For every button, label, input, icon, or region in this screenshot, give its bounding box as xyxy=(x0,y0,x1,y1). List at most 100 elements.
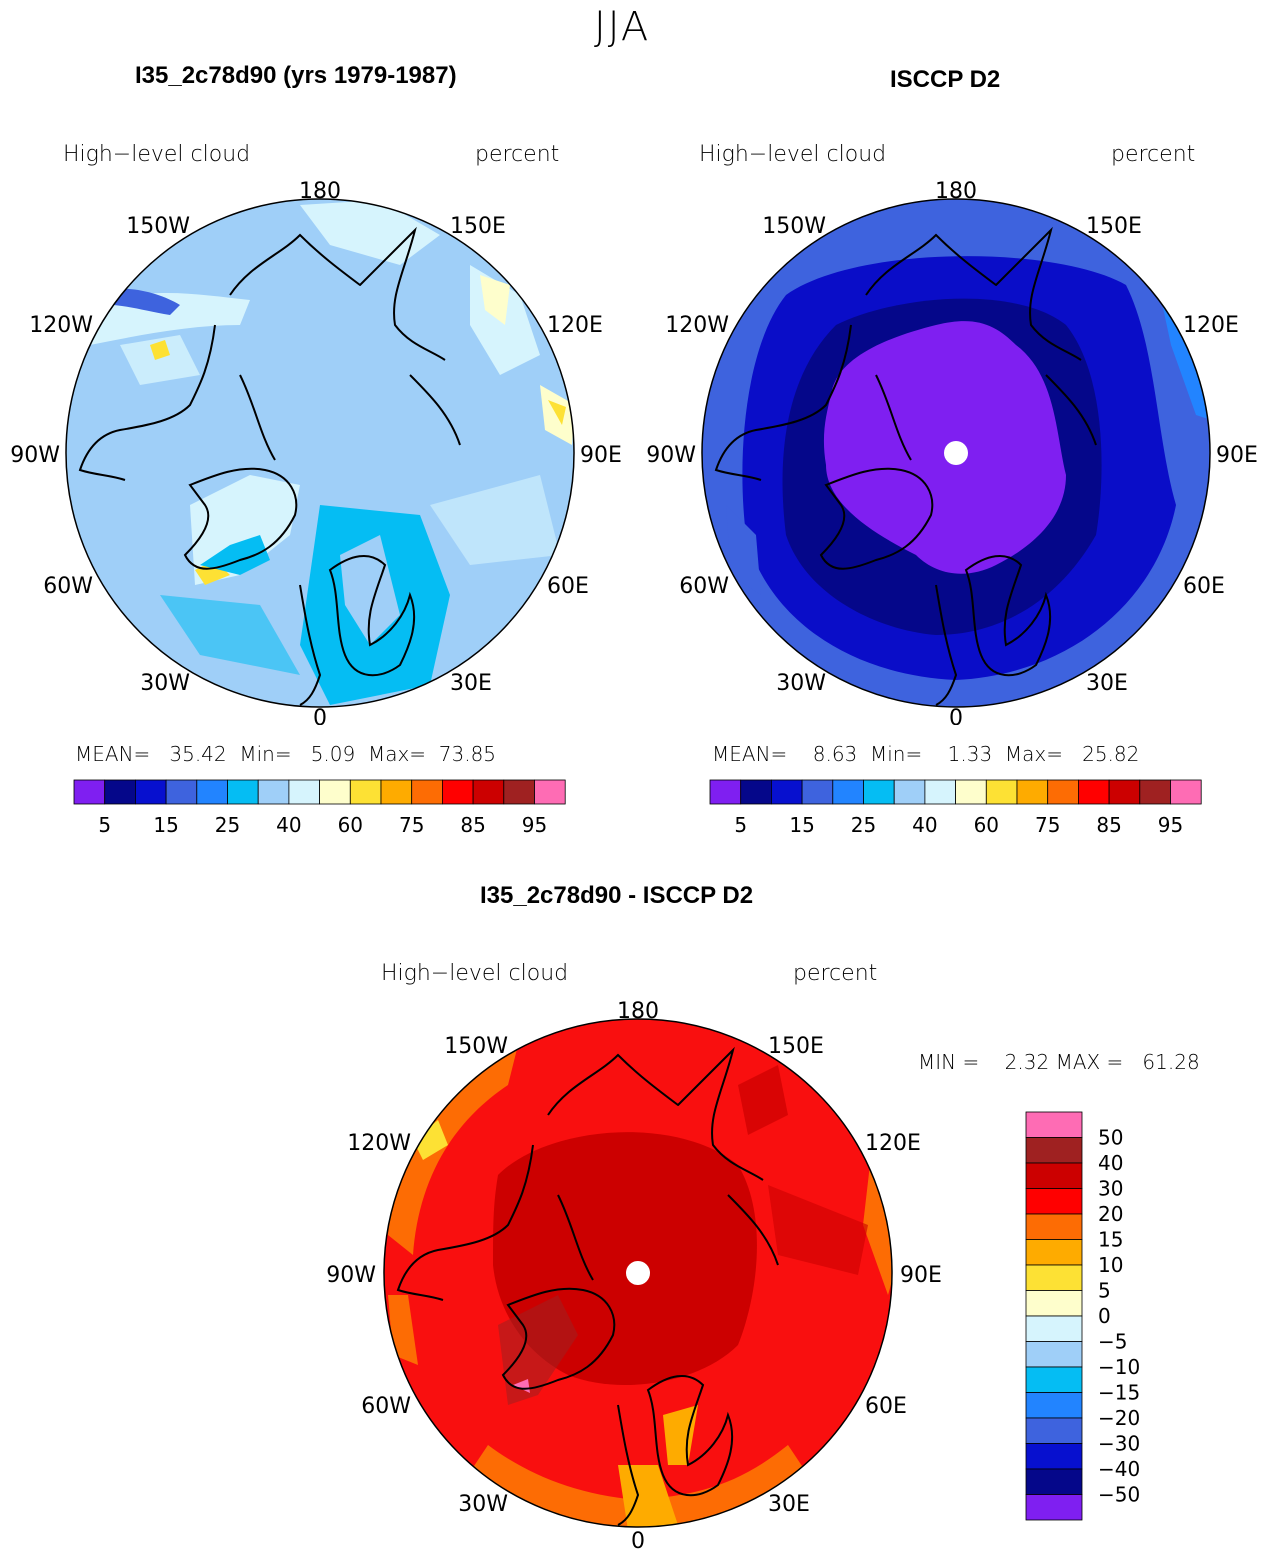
colorbar-swatch xyxy=(73,779,106,805)
colorbar-tick-label: −15 xyxy=(1098,1381,1140,1405)
mean-value: 8.63 xyxy=(812,742,858,766)
lon-label-30e: 30E xyxy=(1086,671,1128,696)
lon-label-120e: 120E xyxy=(547,313,603,338)
lon-label-90e: 90E xyxy=(580,443,622,468)
colorbar-swatch xyxy=(924,779,956,805)
colorbar-swatch xyxy=(1025,1111,1083,1138)
min-label: MIN = xyxy=(918,1050,980,1074)
stats-model: MEAN= 35.42 Min= 5.09 Max= 73.85 xyxy=(75,742,496,766)
lon-label-30e: 30E xyxy=(768,1492,810,1517)
colorbar-swatch xyxy=(1025,1315,1083,1342)
lon-label-150e: 150E xyxy=(1086,214,1142,239)
lon-label-60e: 60E xyxy=(547,574,589,599)
stats-difference: MIN = 2.32 MAX = 61.28 xyxy=(918,1050,1200,1074)
lon-label-60w: 60W xyxy=(361,1394,411,1419)
colorbar-swatch xyxy=(319,779,351,805)
colorbar-tick-label: 5 xyxy=(98,813,111,837)
colorbar-tick-label: 60 xyxy=(974,813,999,837)
lon-label-180: 180 xyxy=(299,179,341,204)
colorbar-tick-label: 50 xyxy=(1098,1126,1123,1150)
lon-label-150w: 150W xyxy=(126,214,190,239)
colorbar-swatch xyxy=(1025,1137,1083,1164)
coastlines-model xyxy=(78,226,461,706)
colorbar-swatch xyxy=(257,779,290,805)
max-value: 25.82 xyxy=(1082,742,1140,766)
colorbar-tick-label: 10 xyxy=(1098,1253,1123,1277)
colorbar-tick-label: 25 xyxy=(851,813,876,837)
max-label: Max= xyxy=(1004,742,1064,766)
colorbar-swatch xyxy=(740,779,772,805)
lon-label-120w: 120W xyxy=(29,313,93,338)
colorbar-tick-label: 75 xyxy=(1035,813,1060,837)
colorbar-swatch xyxy=(1139,779,1171,805)
colorbar-swatch xyxy=(441,779,474,805)
colorbar-swatch xyxy=(1025,1341,1083,1368)
colorbar-tick-label: 15 xyxy=(153,813,178,837)
colorbar-swatch xyxy=(955,779,987,805)
colorbar-swatch xyxy=(380,779,413,805)
colorbar-tick-label: −40 xyxy=(1098,1457,1140,1481)
colorbar-tick-label: 5 xyxy=(1098,1279,1111,1303)
coastlines-obs xyxy=(714,226,1097,706)
colorbar-swatch xyxy=(1016,779,1049,805)
colorbar-tick-label: 40 xyxy=(276,813,301,837)
lon-label-150e: 150E xyxy=(450,214,506,239)
mean-value: 35.42 xyxy=(169,742,227,766)
pole-hole-obs xyxy=(944,441,968,465)
map-border-difference xyxy=(383,1018,893,1528)
lon-label-90w: 90W xyxy=(326,1263,376,1288)
lon-label-30w: 30W xyxy=(458,1492,508,1517)
colorbar-swatch xyxy=(1025,1443,1083,1470)
lon-label-180: 180 xyxy=(617,999,659,1024)
lon-label-0: 0 xyxy=(313,706,327,725)
panel-title-obs: ISCCP D2 xyxy=(890,66,1001,93)
lon-label-180: 180 xyxy=(935,179,977,204)
min-label: Min= xyxy=(869,742,923,766)
colorbar-swatch xyxy=(1025,1239,1083,1266)
lon-label-90w: 90W xyxy=(10,443,60,468)
colorbar-swatch xyxy=(863,779,895,805)
lon-label-60e: 60E xyxy=(865,1394,907,1419)
lon-label-60w: 60W xyxy=(679,574,729,599)
lon-label-90w: 90W xyxy=(646,443,696,468)
polar-map-obs: 180 0 90W 90E 150W 120W 60W 30W 150E 120… xyxy=(646,179,1258,725)
max-value: 61.28 xyxy=(1142,1050,1200,1074)
colorbar-swatch xyxy=(1025,1417,1083,1444)
map-border-model xyxy=(65,198,575,708)
colorbar-swatch xyxy=(1025,1264,1083,1291)
lon-label-90e: 90E xyxy=(1216,443,1258,468)
lon-label-30e: 30E xyxy=(450,671,492,696)
colorbar-model: 5 15 25 40 60 75 85 95 xyxy=(73,779,566,837)
colorbar-swatch xyxy=(349,779,382,805)
colorbar-tick-label: 95 xyxy=(1158,813,1183,837)
colorbar-swatch xyxy=(832,779,864,805)
colorbar-swatch xyxy=(472,779,505,805)
colorbar-tick-label: 25 xyxy=(215,813,240,837)
colorbar-swatch xyxy=(709,779,742,805)
colorbar-tick-label: 30 xyxy=(1098,1177,1123,1201)
colorbar-swatch xyxy=(1025,1366,1083,1393)
colorbar-swatch xyxy=(771,779,803,805)
colorbar-tick-label: 60 xyxy=(338,813,363,837)
colorbar-tick-label: −10 xyxy=(1098,1355,1140,1379)
mean-label: MEAN= xyxy=(75,742,151,766)
colorbar-tick-label: −50 xyxy=(1098,1483,1140,1507)
colorbar-swatch xyxy=(288,779,320,805)
colorbar-swatch xyxy=(1025,1468,1083,1495)
lon-label-0: 0 xyxy=(949,706,963,725)
colorbar-swatch xyxy=(1025,1392,1083,1419)
pole-hole-difference xyxy=(626,1261,650,1285)
colorbar-swatch xyxy=(503,779,535,805)
colorbar-tick-label: 5 xyxy=(734,813,747,837)
lon-label-30w: 30W xyxy=(776,671,826,696)
min-value: 1.33 xyxy=(947,742,993,766)
colorbar-swatch xyxy=(104,779,136,805)
colorbar-swatch xyxy=(534,779,566,805)
colorbar-tick-label: −30 xyxy=(1098,1432,1140,1456)
panel-title-model: I35_2c78d90 (yrs 1979-1987) xyxy=(135,62,457,89)
colorbar-tick-label: 15 xyxy=(1098,1228,1123,1252)
colorbar-tick-label: 20 xyxy=(1098,1202,1123,1226)
colorbar-swatch xyxy=(165,779,198,805)
lon-label-30w: 30W xyxy=(140,671,190,696)
